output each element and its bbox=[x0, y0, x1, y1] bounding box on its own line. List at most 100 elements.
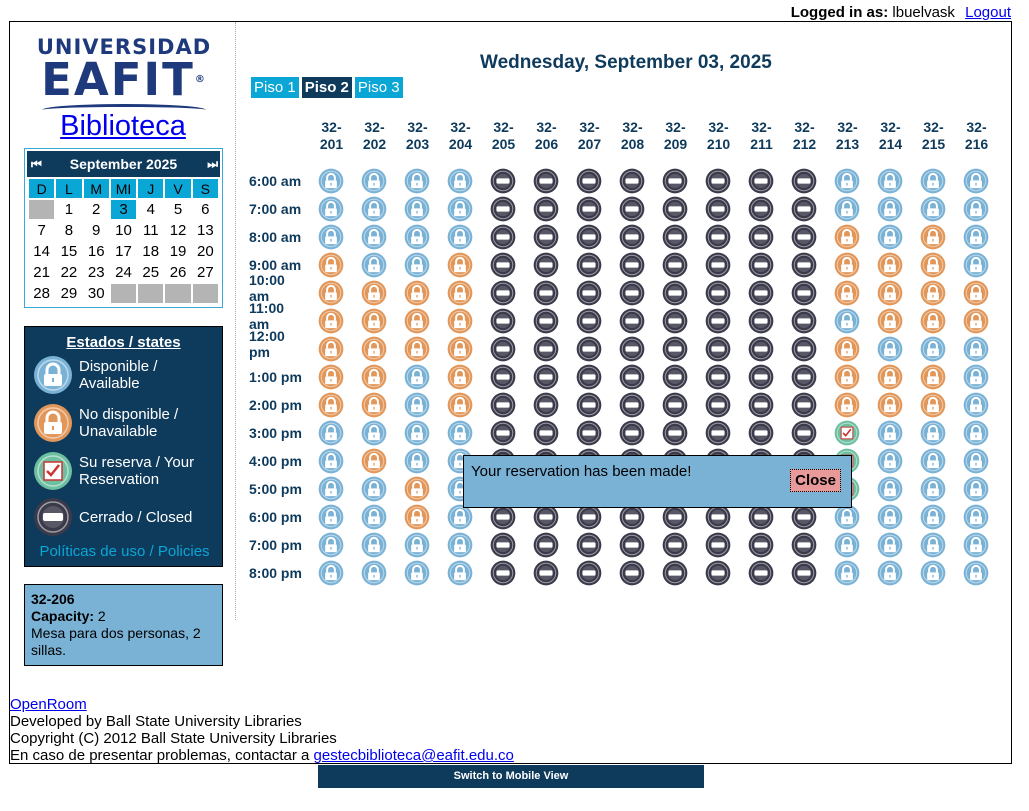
slot-available-icon[interactable] bbox=[920, 448, 946, 474]
slot-unavailable-icon[interactable] bbox=[318, 252, 344, 278]
slot-unavailable-icon[interactable] bbox=[404, 336, 430, 362]
slot-available-icon[interactable] bbox=[877, 448, 903, 474]
slot-available-icon[interactable] bbox=[447, 196, 473, 222]
tab-piso-3[interactable]: Piso 3 bbox=[354, 77, 403, 98]
slot-unavailable-icon[interactable] bbox=[447, 392, 473, 418]
slot-available-icon[interactable] bbox=[318, 532, 344, 558]
slot-unavailable-icon[interactable] bbox=[447, 280, 473, 306]
calendar-day[interactable]: 16 bbox=[87, 243, 105, 260]
calendar-day[interactable]: 19 bbox=[169, 243, 187, 260]
calendar-day[interactable]: 30 bbox=[87, 285, 105, 302]
slot-unavailable-icon[interactable] bbox=[963, 308, 989, 334]
slot-available-icon[interactable] bbox=[404, 168, 430, 194]
slot-available-icon[interactable] bbox=[963, 532, 989, 558]
slot-available-icon[interactable] bbox=[877, 336, 903, 362]
calendar-day[interactable]: 5 bbox=[173, 201, 183, 218]
slot-available-icon[interactable] bbox=[877, 560, 903, 586]
slot-available-icon[interactable] bbox=[963, 168, 989, 194]
slot-unavailable-icon[interactable] bbox=[963, 280, 989, 306]
calendar-day[interactable]: 7 bbox=[37, 222, 46, 239]
calendar-day[interactable]: 26 bbox=[169, 264, 187, 281]
tab-piso-2[interactable]: Piso 2 bbox=[301, 77, 352, 98]
calendar-day[interactable]: 28 bbox=[33, 285, 50, 302]
site-title-link[interactable]: Biblioteca bbox=[60, 110, 186, 142]
calendar-day[interactable]: 17 bbox=[115, 243, 132, 260]
slot-unavailable-icon[interactable] bbox=[361, 448, 387, 474]
slot-available-icon[interactable] bbox=[877, 504, 903, 530]
slot-available-icon[interactable] bbox=[361, 168, 387, 194]
calendar-day[interactable]: 6 bbox=[201, 201, 210, 218]
slot-available-icon[interactable] bbox=[404, 252, 430, 278]
slot-available-icon[interactable] bbox=[361, 224, 387, 250]
slot-unavailable-icon[interactable] bbox=[318, 392, 344, 418]
slot-unavailable-icon[interactable] bbox=[404, 476, 430, 502]
slot-available-icon[interactable] bbox=[963, 336, 989, 362]
slot-available-icon[interactable] bbox=[361, 504, 387, 530]
slot-unavailable-icon[interactable] bbox=[404, 308, 430, 334]
slot-available-icon[interactable] bbox=[404, 560, 430, 586]
slot-available-icon[interactable] bbox=[361, 420, 387, 446]
prev-month-icon[interactable]: ⏮ bbox=[31, 156, 42, 171]
calendar-day[interactable]: 4 bbox=[146, 201, 155, 218]
calendar-day[interactable]: 25 bbox=[142, 264, 160, 281]
slot-available-icon[interactable] bbox=[920, 420, 946, 446]
slot-available-icon[interactable] bbox=[361, 252, 387, 278]
slot-available-icon[interactable] bbox=[318, 448, 344, 474]
slot-available-icon[interactable] bbox=[447, 224, 473, 250]
slot-available-icon[interactable] bbox=[877, 532, 903, 558]
slot-available-icon[interactable] bbox=[877, 420, 903, 446]
slot-available-icon[interactable] bbox=[963, 196, 989, 222]
slot-unavailable-icon[interactable] bbox=[318, 308, 344, 334]
slot-unavailable-icon[interactable] bbox=[447, 308, 473, 334]
calendar-day[interactable]: 20 bbox=[197, 243, 214, 260]
calendar-day[interactable]: 8 bbox=[64, 222, 74, 239]
calendar-day[interactable]: 1 bbox=[64, 201, 74, 218]
slot-available-icon[interactable] bbox=[318, 420, 344, 446]
slot-available-icon[interactable] bbox=[877, 168, 903, 194]
slot-available-icon[interactable] bbox=[834, 308, 860, 334]
calendar-day[interactable]: 9 bbox=[92, 222, 101, 239]
next-month-icon[interactable]: ⏭ bbox=[207, 156, 218, 171]
slot-unavailable-icon[interactable] bbox=[404, 504, 430, 530]
calendar-day[interactable]: 12 bbox=[169, 222, 187, 239]
slot-unavailable-icon[interactable] bbox=[920, 224, 946, 250]
slot-unavailable-icon[interactable] bbox=[920, 252, 946, 278]
slot-available-icon[interactable] bbox=[404, 448, 430, 474]
slot-available-icon[interactable] bbox=[404, 392, 430, 418]
slot-unavailable-icon[interactable] bbox=[361, 308, 387, 334]
slot-available-icon[interactable] bbox=[877, 196, 903, 222]
slot-available-icon[interactable] bbox=[834, 560, 860, 586]
slot-available-icon[interactable] bbox=[447, 560, 473, 586]
slot-available-icon[interactable] bbox=[920, 532, 946, 558]
close-button[interactable]: Close bbox=[790, 469, 841, 492]
slot-available-icon[interactable] bbox=[361, 532, 387, 558]
openroom-link[interactable]: OpenRoom bbox=[10, 696, 87, 713]
slot-available-icon[interactable] bbox=[963, 252, 989, 278]
slot-available-icon[interactable] bbox=[447, 504, 473, 530]
slot-unavailable-icon[interactable] bbox=[361, 280, 387, 306]
slot-unavailable-icon[interactable] bbox=[447, 364, 473, 390]
calendar-day[interactable]: 10 bbox=[115, 222, 132, 239]
slot-unavailable-icon[interactable] bbox=[834, 280, 860, 306]
slot-available-icon[interactable] bbox=[318, 560, 344, 586]
slot-available-icon[interactable] bbox=[834, 532, 860, 558]
slot-unavailable-icon[interactable] bbox=[361, 392, 387, 418]
slot-available-icon[interactable] bbox=[404, 224, 430, 250]
calendar-day[interactable]: 27 bbox=[197, 264, 214, 281]
calendar-day[interactable]: 15 bbox=[60, 243, 78, 260]
slot-reserved-icon[interactable] bbox=[834, 420, 860, 446]
calendar-day[interactable]: 21 bbox=[33, 264, 50, 281]
slot-unavailable-icon[interactable] bbox=[834, 364, 860, 390]
calendar-day[interactable]: 2 bbox=[92, 201, 101, 218]
slot-unavailable-icon[interactable] bbox=[834, 252, 860, 278]
calendar-day[interactable]: 13 bbox=[197, 222, 214, 239]
contact-email-link[interactable]: gestecbiblioteca@eafit.edu.co bbox=[313, 747, 514, 764]
slot-available-icon[interactable] bbox=[963, 364, 989, 390]
slot-available-icon[interactable] bbox=[834, 504, 860, 530]
slot-available-icon[interactable] bbox=[877, 476, 903, 502]
slot-unavailable-icon[interactable] bbox=[361, 336, 387, 362]
slot-unavailable-icon[interactable] bbox=[404, 280, 430, 306]
slot-available-icon[interactable] bbox=[834, 168, 860, 194]
slot-available-icon[interactable] bbox=[318, 196, 344, 222]
calendar-day[interactable]: 23 bbox=[87, 264, 105, 281]
